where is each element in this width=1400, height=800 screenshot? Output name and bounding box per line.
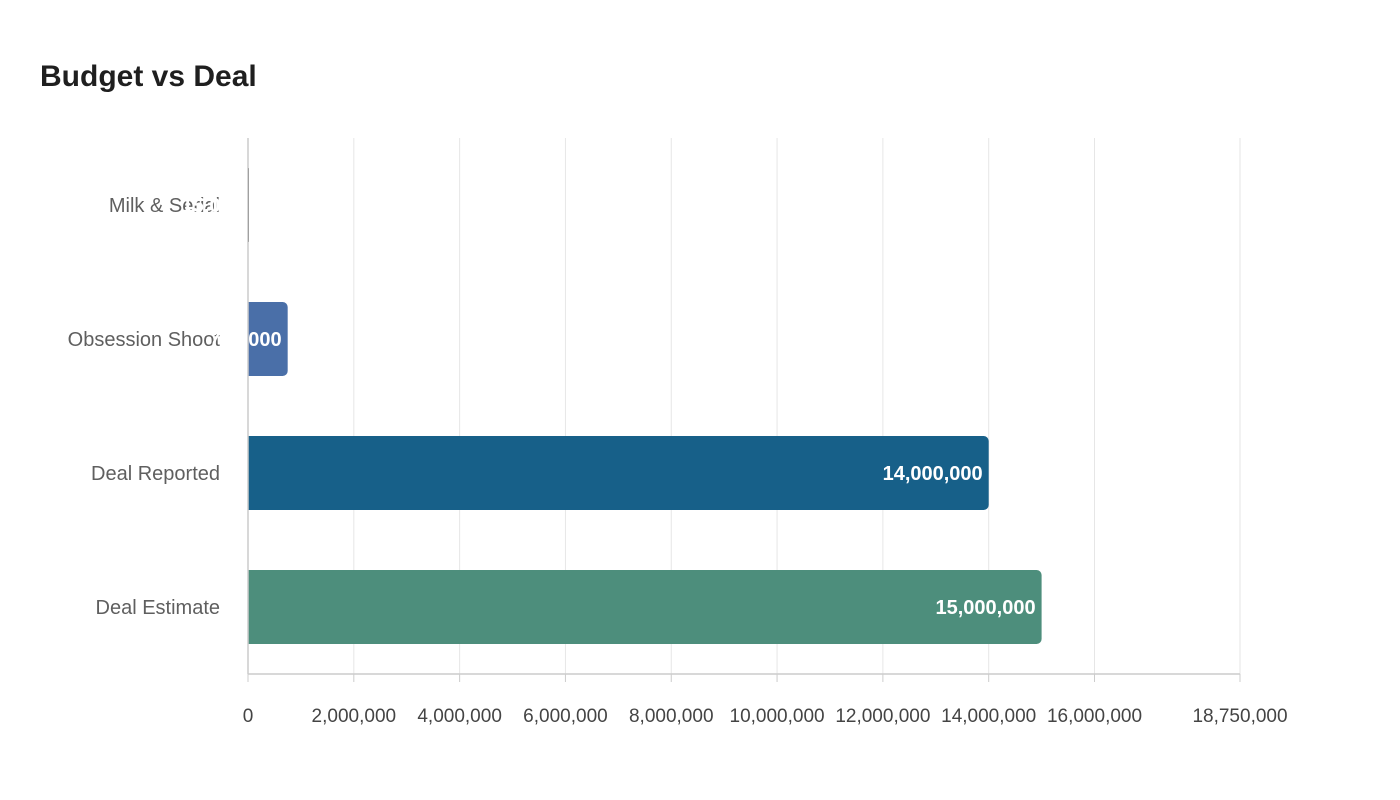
category-label: Milk & Serial [109,195,220,217]
x-tick-label: 8,000,000 [629,706,714,727]
data-label: 750,000 [209,329,281,351]
data-label: 15,000,000 [935,597,1035,619]
axes [247,138,1241,682]
bars [248,168,1042,644]
x-tick-label: 16,000,000 [1047,706,1142,727]
x-tick-label: 12,000,000 [835,706,930,727]
x-tick-label: 2,000,000 [312,706,397,727]
bar [248,570,1042,644]
x-tick-label: 10,000,000 [730,706,825,727]
x-tick-label: 18,750,000 [1192,706,1287,727]
chart-title: Budget vs Deal [40,60,257,93]
x-tick-label: 0 [243,706,254,727]
category-label: Deal Reported [91,463,220,485]
category-label: Obsession Shoot [68,329,221,351]
data-label: 14,000,000 [883,463,983,485]
x-tick-label: 6,000,000 [523,706,608,727]
bar [248,302,288,376]
labels: 0 2,000,000 4,000,000 6,000,000 8,000,000 10,… [68,195,1288,727]
bar [248,436,989,510]
category-label: Deal Estimate [96,597,221,619]
x-tick-label: 14,000,000 [941,706,1036,727]
data-label: 15,000 [182,195,243,217]
x-tick-label: 4,000,000 [417,706,502,727]
